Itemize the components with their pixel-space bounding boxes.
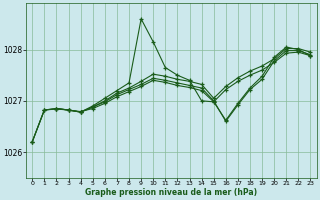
X-axis label: Graphe pression niveau de la mer (hPa): Graphe pression niveau de la mer (hPa) <box>85 188 257 197</box>
